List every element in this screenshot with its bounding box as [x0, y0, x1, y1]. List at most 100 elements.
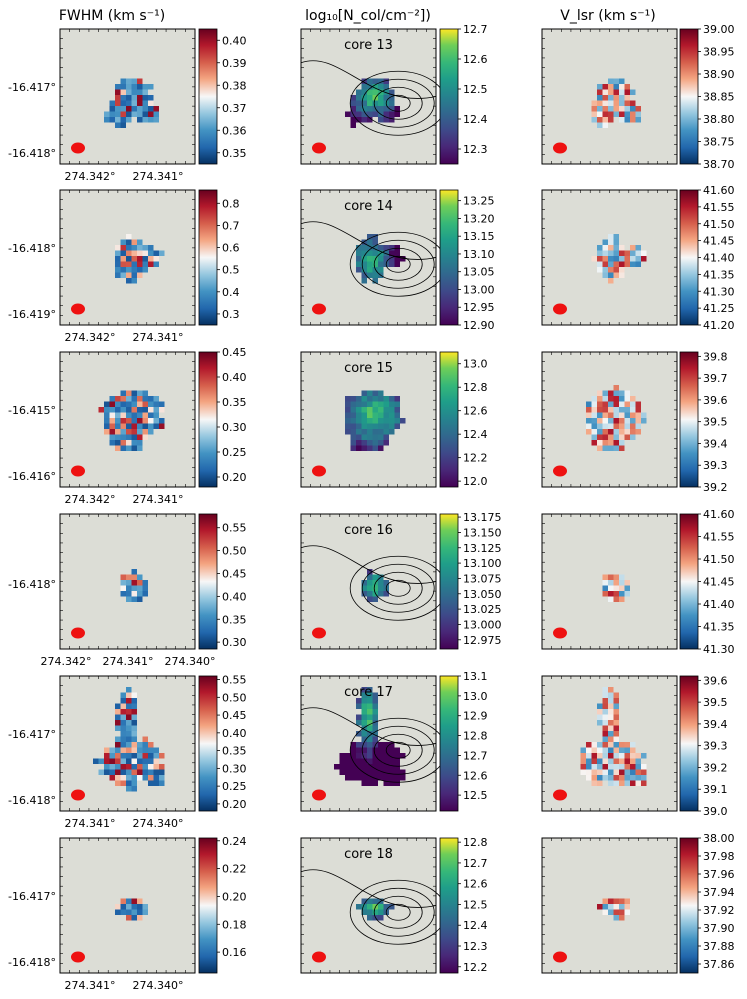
map-pixel: [613, 574, 619, 580]
map-pixel: [613, 725, 619, 731]
map-pixel: [597, 440, 603, 446]
core-label: core 18: [344, 847, 393, 862]
map-pixel: [361, 434, 367, 440]
colorbar-tick-label: 41.30: [703, 643, 735, 656]
map-pixel: [591, 418, 597, 424]
map-pixel: [126, 239, 132, 245]
map-pixel: [383, 758, 389, 764]
map-pixel: [137, 78, 143, 84]
map-pixel: [602, 440, 608, 446]
map-pixel: [378, 256, 384, 262]
map-pixel: [378, 407, 384, 413]
colorbar-tick-label: 41.50: [703, 218, 735, 231]
colorbar-tick-label: 12.8: [463, 836, 488, 849]
map-pixel: [635, 111, 641, 117]
contour-line: [300, 869, 437, 908]
emission-pixels: [580, 687, 647, 786]
map-pixel: [350, 440, 356, 446]
map-pixel: [120, 758, 126, 764]
map-pixel: [624, 769, 630, 775]
map-pixel: [137, 904, 143, 910]
map-pixel: [131, 261, 137, 267]
dec-tick-label: -16.418°: [8, 578, 56, 591]
map-pixel: [126, 915, 132, 921]
map-pixel: [597, 764, 603, 770]
map-pixel: [383, 742, 389, 748]
map-pixel: [126, 423, 132, 429]
map-pixel: [104, 747, 110, 753]
colorbar-tick-label: 12.975: [463, 634, 502, 647]
map-pixel: [115, 440, 121, 446]
map-pixel: [400, 753, 406, 759]
map-pixel: [361, 423, 367, 429]
ra-tick-label: 274.341°: [133, 493, 184, 506]
map-pixel: [608, 440, 614, 446]
map-pixel: [131, 95, 137, 101]
map-pixel: [131, 445, 137, 451]
map-pixel: [597, 267, 603, 273]
map-pixel: [378, 401, 384, 407]
map-pixel: [153, 758, 159, 764]
map-pixel: [131, 100, 137, 106]
map-pixel: [608, 758, 614, 764]
map-pixel: [120, 122, 126, 128]
map-pixel: [120, 574, 126, 580]
map-pixel: [613, 709, 619, 715]
colorbar-tick-label: 12.7: [463, 749, 488, 762]
map-pixel: [602, 245, 608, 251]
map-pixel: [613, 769, 619, 775]
map-pixel: [153, 117, 159, 123]
ra-tick-label: 274.340°: [133, 817, 184, 830]
map-pixel: [137, 915, 143, 921]
contour-line: [373, 247, 423, 281]
map-pixel: [613, 111, 619, 117]
map-pixel: [367, 390, 373, 396]
map-pixel: [367, 904, 373, 910]
map-pixel: [126, 234, 132, 240]
colorbar-tick-label: 38.70: [703, 158, 735, 171]
dec-tick-label: -16.416°: [8, 470, 56, 483]
ra-tick-label: 274.342°: [65, 170, 116, 183]
map-pixel: [131, 440, 137, 446]
colorbar-tick-label: 0.36: [222, 124, 247, 137]
map-pixel: [109, 412, 115, 418]
map-pixel: [378, 580, 384, 586]
map-pixel: [109, 753, 115, 759]
colorbar-tick-label: 13.125: [463, 542, 502, 555]
map-pixel: [120, 720, 126, 726]
map-pixel: [339, 769, 345, 775]
map-pixel: [142, 418, 148, 424]
panel-row-6: -16.417° -16.418° 274.341° 274.340° 0.16 0.18…: [8, 832, 734, 992]
map-pixel: [148, 775, 154, 781]
map-pixel: [350, 423, 356, 429]
map-pixel: [602, 261, 608, 267]
colorbar-tick-label: 41.60: [703, 184, 735, 197]
colorbar-gradient: [439, 837, 459, 974]
fwhm-colorbar: 0.16 0.18 0.20 0.22 0.24: [198, 835, 247, 974]
map-pixel: [367, 569, 373, 575]
contour-line: [385, 255, 411, 273]
map-pixel: [115, 775, 121, 781]
colorbar-tick-label: 0.20: [222, 890, 247, 903]
map-pixel: [394, 106, 400, 112]
map-pixel: [624, 418, 630, 424]
colorbar-tick-label: 38.85: [703, 91, 735, 104]
map-pixel: [120, 585, 126, 591]
map-pixel: [630, 396, 636, 402]
map-pixel: [389, 250, 395, 256]
map-pixel: [367, 445, 373, 451]
map-pixel: [372, 585, 378, 591]
map-pixel: [619, 742, 625, 748]
map-pixel: [635, 117, 641, 123]
map-pixel: [148, 764, 154, 770]
map-pixel: [602, 396, 608, 402]
map-pixel: [641, 764, 647, 770]
map-pixel: [350, 418, 356, 424]
map-pixel: [142, 95, 148, 101]
map-pixel: [142, 434, 148, 440]
map-pixel: [142, 100, 148, 106]
map-pixel: [619, 769, 625, 775]
map-pixel: [608, 95, 614, 101]
map-pixel: [591, 117, 597, 123]
